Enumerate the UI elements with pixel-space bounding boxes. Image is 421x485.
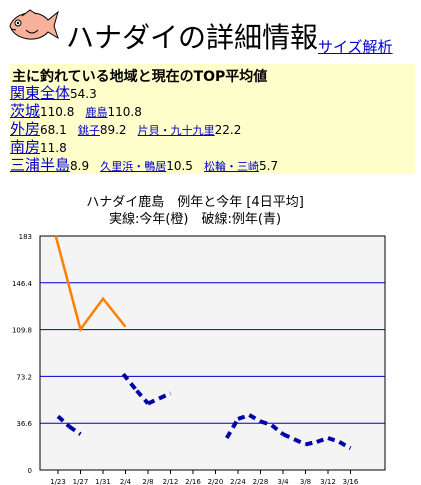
grid-lines <box>40 282 385 424</box>
sub-area-link-matsuwa[interactable]: 松輪・三崎 <box>204 160 260 173</box>
y-tick-label: 0 <box>28 467 32 475</box>
y-tick-label: 146.4 <box>12 280 33 288</box>
area-value: 11.8 <box>40 141 67 155</box>
area-link-miura[interactable]: 三浦半島 <box>10 156 71 174</box>
series-layer <box>54 235 352 451</box>
y-axis-ticks: 183 146.4 109.8 73.2 36.6 0 <box>12 233 33 475</box>
area-row: 茨城110.8 鹿島110.8 <box>10 100 142 121</box>
area-link-sotobo[interactable]: 外房 <box>10 120 41 138</box>
area-row: 三浦半島8.9 久里浜・鴨居10.5 松輪・三崎5.7 <box>10 154 278 175</box>
series-segment-average <box>225 417 240 440</box>
sub-area-link-kurihama[interactable]: 久里浜・鴨居 <box>100 160 167 173</box>
area-value: 8.9 <box>70 159 90 173</box>
y-tick-label: 109.8 <box>12 327 32 335</box>
series-segment-average <box>135 389 150 405</box>
area-link-minamibo[interactable]: 南房 <box>10 138 41 156</box>
y-tick-label: 36.6 <box>16 420 32 428</box>
sub-area-value: 5.7 <box>259 159 279 173</box>
x-tick-label: 2/4 <box>120 478 132 485</box>
x-tick-label: 3/12 <box>320 478 336 485</box>
chart-title: ハナダイ鹿島 例年と今年 [4日平均] <box>86 194 304 210</box>
area-row: 南房11.8 <box>10 136 67 157</box>
sub-area-value: 10.5 <box>166 159 193 173</box>
summary-heading: 主に釣れている地域と現在のTOP平均値 <box>12 69 268 85</box>
area-row: 関東全体54.3 <box>10 82 97 103</box>
catch-trend-chart: ハナダイ鹿島 例年と今年 [4日平均] 実線:今年(橙) 破線:例年(青) 18… <box>12 194 386 485</box>
series-segment-average <box>327 436 340 444</box>
page-title: ハナダイの詳細情報 <box>66 21 319 54</box>
x-tick-label: 3/8 <box>300 478 311 485</box>
x-tick-label: 2/28 <box>253 478 269 485</box>
plot-area <box>39 235 386 471</box>
x-tick-label: 1/23 <box>50 478 66 485</box>
chart-subtitle: 実線:今年(橙) 破線:例年(青) <box>109 211 281 227</box>
header: ハナダイの詳細情報 サイズ解析 <box>0 0 421 62</box>
x-tick-label: 2/8 <box>142 478 153 485</box>
x-tick-label: 2/24 <box>230 478 246 485</box>
x-tick-label: 1/27 <box>73 478 89 485</box>
area-link-ibaraki[interactable]: 茨城 <box>10 102 41 120</box>
fish-logo-icon <box>9 9 59 40</box>
series-segment-average <box>121 372 139 392</box>
series-segment-average <box>293 437 307 447</box>
series-segment-average <box>270 423 285 436</box>
x-tick-label: 3/16 <box>343 478 359 485</box>
y-tick-label: 73.2 <box>16 373 32 381</box>
series-segment-average <box>158 391 172 401</box>
series-segment-average <box>248 413 262 424</box>
y-tick-label: 183 <box>19 233 32 241</box>
x-tick-label: 2/16 <box>185 478 201 485</box>
series-segment-average <box>237 413 250 421</box>
series-segment-average <box>259 419 273 428</box>
sub-area-value: 89.2 <box>99 123 127 137</box>
area-value: 54.3 <box>70 87 97 101</box>
sub-area-link-katakai[interactable]: 片貝・九十九里 <box>137 124 215 137</box>
series-segment-average <box>305 439 318 447</box>
series-segment-average <box>56 414 71 429</box>
x-tick-label: 3/4 <box>277 478 289 485</box>
sub-area-value: 22.2 <box>214 123 242 137</box>
x-tick-label: 2/12 <box>163 478 179 485</box>
area-summary-box: 主に釣れている地域と現在のTOP平均値 関東全体54.3 茨城110.8 鹿島1… <box>10 64 415 174</box>
sub-area-value: 110.8 <box>107 105 142 119</box>
area-link-kanto[interactable]: 関東全体 <box>10 84 71 102</box>
area-value: 68.1 <box>40 123 67 137</box>
sub-area-link-choshi[interactable]: 銚子 <box>77 124 100 137</box>
series-segment-average <box>147 396 161 406</box>
sub-area-link-kashima[interactable]: 鹿島 <box>85 106 108 119</box>
series-segment-average <box>68 424 82 436</box>
series-segment-average <box>316 436 329 444</box>
series-line-this-year <box>54 235 127 333</box>
area-value: 110.8 <box>40 105 75 119</box>
area-row: 外房68.1 銚子89.2 片貝・九十九里22.2 <box>10 118 241 139</box>
size-analysis-link[interactable]: サイズ解析 <box>318 38 393 56</box>
series-segment-average <box>338 440 352 451</box>
x-tick-label: 2/20 <box>208 478 224 485</box>
series-segment-average <box>282 432 296 442</box>
x-axis-ticks: 1/23 1/27 1/31 2/4 2/8 2/12 2/16 2/20 2/24 2/28 3/… <box>50 470 359 485</box>
x-tick-label: 1/31 <box>95 478 111 485</box>
